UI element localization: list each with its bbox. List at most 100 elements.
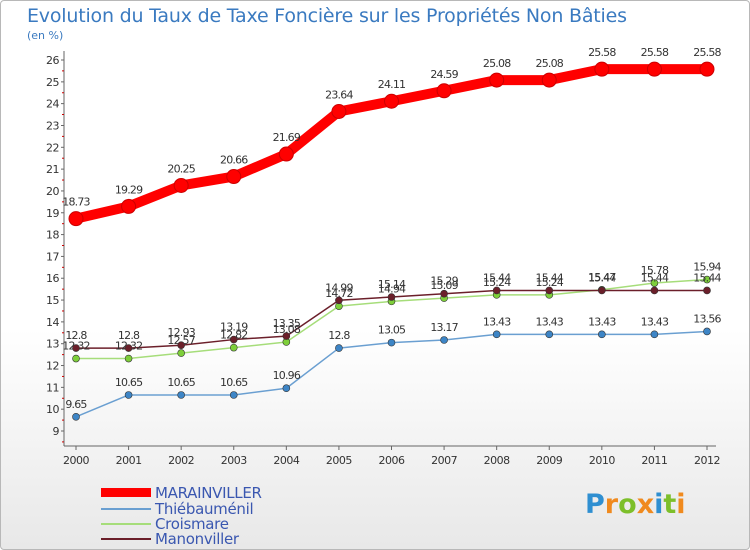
data-point-manonviller	[492, 286, 501, 295]
legend-label-marainviller: MARAINVILLER	[155, 484, 262, 502]
data-label-marainviller: 23.64	[325, 89, 353, 102]
data-point-thiébauménil	[229, 391, 238, 399]
data-label-croismare: 15.94	[693, 261, 721, 274]
legend-swatch-marainviller	[101, 488, 151, 497]
data-label-manonviller: 15.14	[378, 278, 406, 291]
y-tick-label: 21	[46, 163, 59, 176]
data-label-thiébauménil: 13.43	[641, 315, 669, 328]
data-label-manonviller: 12.8	[65, 329, 87, 342]
data-point-thiébauménil	[650, 330, 659, 339]
y-tick-label: 24	[46, 98, 59, 111]
y-tick-label: 25	[46, 76, 59, 89]
data-point-thiébauménil	[335, 344, 343, 352]
data-point-thiébauménil	[387, 338, 396, 347]
data-point-manonviller	[387, 293, 396, 301]
data-point-marainviller	[436, 83, 452, 99]
logo-letter: i	[654, 489, 664, 520]
data-label-marainviller: 25.08	[483, 57, 511, 70]
data-label-marainviller: 19.29	[115, 183, 143, 196]
data-point-thiébauménil	[124, 391, 133, 399]
data-label-marainviller: 21.69	[273, 131, 301, 144]
legend-item-marainviller: MARAINVILLER	[101, 484, 401, 502]
data-label-thiébauménil: 13.43	[536, 315, 564, 328]
data-label-manonviller: 15.44	[641, 271, 669, 284]
x-tick-label: 2008	[484, 454, 510, 467]
x-tick-label: 2000	[63, 454, 89, 467]
data-label-manonviller: 15.44	[483, 271, 511, 284]
logo-letter: x	[636, 489, 655, 520]
data-label-croismare: 12.57	[167, 334, 195, 347]
y-tick-label: 14	[46, 316, 59, 329]
data-label-croismare: 15.09	[430, 279, 458, 292]
data-point-croismare	[177, 349, 185, 357]
chart-title: Evolution du Taux de Taxe Foncière sur l…	[27, 5, 627, 27]
data-label-manonviller: 13.35	[273, 317, 301, 330]
data-label-croismare: 15.24	[483, 276, 511, 289]
y-tick-label: 20	[46, 185, 59, 198]
x-tick-label: 2010	[589, 454, 615, 467]
data-label-thiébauménil: 13.56	[693, 312, 721, 325]
data-point-manonviller	[440, 289, 448, 298]
data-label-manonviller: 14.99	[325, 281, 353, 294]
logo-letter: r	[604, 489, 619, 520]
data-point-thiébauménil	[282, 384, 291, 393]
data-point-croismare	[229, 343, 238, 352]
data-point-marainviller	[121, 198, 137, 214]
data-label-thiébauménil: 10.96	[273, 369, 301, 382]
series-line-marainviller	[71, 64, 712, 224]
data-label-manonviller: 12.93	[167, 326, 195, 339]
legend-item-manonviller: Manonviller	[101, 530, 401, 548]
data-label-thiébauménil: 10.65	[167, 376, 195, 389]
data-label-thiébauménil: 13.43	[483, 315, 511, 328]
data-label-manonviller: 12.8	[118, 329, 140, 342]
data-point-manonviller	[177, 341, 185, 350]
data-label-thiébauménil: 10.65	[115, 376, 143, 389]
legend-label-manonviller: Manonviller	[155, 530, 239, 548]
data-point-croismare	[703, 275, 711, 284]
data-label-thiébauménil: 12.8	[328, 329, 350, 342]
y-tick-label: 12	[46, 360, 59, 373]
data-label-manonviller: 15.29	[430, 275, 458, 288]
data-label-croismare: 15.78	[641, 264, 669, 277]
x-tick-label: 2005	[326, 454, 352, 467]
data-point-croismare	[124, 354, 133, 363]
data-label-marainviller: 18.73	[62, 196, 90, 209]
data-label-croismare: 14.72	[325, 287, 353, 300]
x-tick-label: 2009	[536, 454, 562, 467]
data-label-marainviller: 25.58	[693, 46, 721, 59]
data-point-manonviller	[124, 344, 133, 352]
data-point-thiébauménil	[703, 327, 711, 336]
data-label-croismare: 15.24	[536, 276, 564, 289]
data-point-thiébauménil	[545, 330, 554, 339]
data-label-manonviller: 15.44	[588, 271, 616, 284]
logo-letter: t	[663, 489, 677, 520]
y-axis-unit: (en %)	[27, 29, 64, 42]
data-point-thiébauménil	[440, 336, 448, 344]
data-label-thiébauménil: 13.17	[430, 321, 458, 334]
data-point-marainviller	[278, 146, 294, 162]
y-tick-label: 15	[46, 294, 59, 307]
legend-label-thiebaumenil: Thiébauménil	[155, 500, 254, 518]
line-chart: 9 10 11 12 13 14 15 16 17 18 19 20 21 22 23 24 25 26 2000 2…	[46, 46, 722, 467]
data-label-croismare: 14.94	[378, 282, 406, 295]
data-point-thiébauménil	[177, 391, 185, 399]
logo-letter: o	[618, 489, 637, 520]
data-label-marainviller: 25.58	[588, 46, 616, 59]
y-tick-label: 23	[46, 119, 59, 132]
data-point-marainviller	[226, 169, 242, 185]
data-label-marainviller: 25.58	[641, 46, 669, 59]
data-label-marainviller: 25.08	[536, 57, 564, 70]
x-tick-label: 2004	[273, 454, 299, 467]
x-tick-label: 2006	[379, 454, 405, 467]
x-tick-label: 2011	[641, 454, 667, 467]
y-tick-label: 22	[46, 141, 59, 154]
data-label-croismare: 12.82	[220, 329, 248, 342]
y-tick-label: 17	[46, 250, 59, 263]
x-tick-label: 2001	[116, 454, 142, 467]
data-point-manonviller	[598, 286, 606, 295]
y-tick-label: 11	[46, 381, 59, 394]
data-point-marainviller	[646, 61, 662, 77]
data-point-marainviller	[489, 72, 505, 88]
x-tick-label: 2002	[168, 454, 194, 467]
legend-swatch-thiebaumenil	[101, 508, 151, 510]
